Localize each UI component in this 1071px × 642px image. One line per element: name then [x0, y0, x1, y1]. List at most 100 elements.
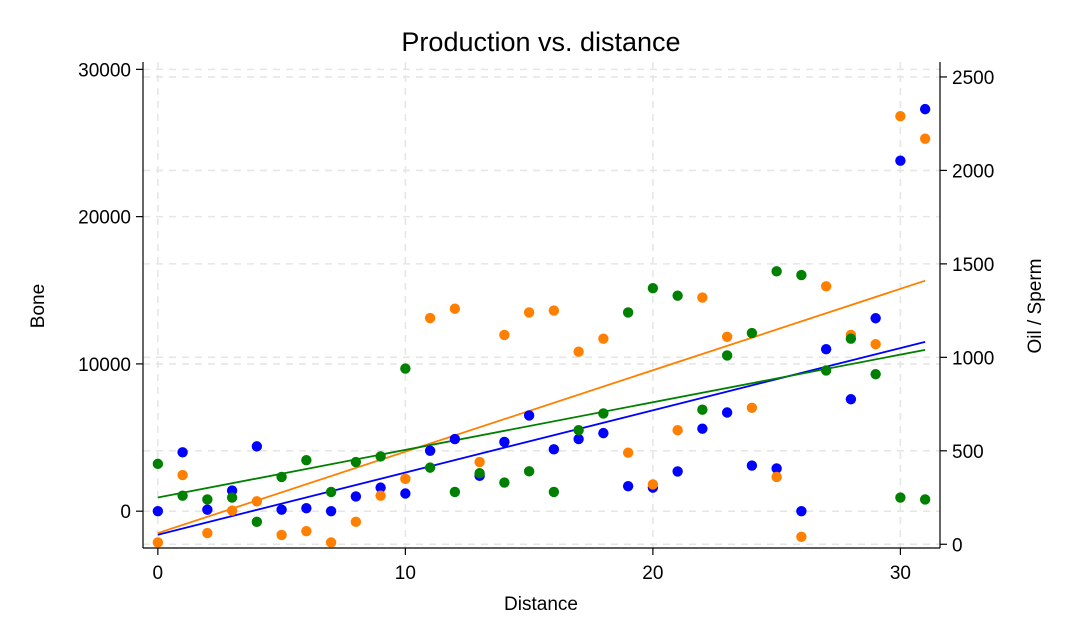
sperm-point-24 — [746, 327, 758, 339]
sperm-point-29 — [870, 368, 881, 380]
sperm-point-17 — [573, 425, 584, 436]
oil-point-17 — [573, 346, 584, 357]
oil-point-21 — [672, 425, 683, 436]
bone-point-25 — [771, 463, 782, 474]
x-axis-label: Distance — [504, 594, 578, 615]
bone-point-7 — [325, 505, 337, 517]
sperm-point-22 — [697, 404, 708, 415]
y-left-tick-label-1: 10000 — [78, 355, 131, 376]
sperm-point-9 — [375, 451, 386, 462]
trendline-layer — [157, 279, 926, 536]
bone-point-16 — [548, 444, 560, 455]
sperm-point-27 — [820, 365, 832, 376]
bone-point-10 — [400, 488, 411, 499]
sperm-point-20 — [647, 282, 659, 294]
sperm-point-31 — [919, 494, 931, 505]
bone-point-18 — [598, 427, 609, 439]
sperm-point-13 — [474, 468, 485, 479]
bone-trendline — [157, 340, 926, 536]
oil-point-29 — [870, 339, 881, 350]
bone-point-4 — [251, 441, 263, 452]
oil-point-31 — [919, 133, 931, 144]
oil-point-13 — [474, 456, 485, 468]
bone-point-6 — [301, 503, 312, 514]
bone-point-22 — [697, 423, 708, 434]
sperm-point-21 — [672, 290, 683, 301]
oil-point-14 — [499, 329, 510, 341]
bone-point-2 — [202, 504, 213, 515]
sperm-point-6 — [301, 454, 312, 466]
sperm-point-19 — [622, 307, 634, 318]
sperm-point-26 — [796, 269, 807, 281]
sperm-point-11 — [424, 462, 436, 473]
y-axis-right-label: Oil / Sperm — [1025, 258, 1046, 353]
sperm-point-10 — [400, 363, 411, 374]
oil-point-3 — [226, 505, 238, 516]
oil-point-4 — [251, 496, 263, 507]
oil-point-6 — [301, 525, 312, 537]
x-tick-label-2: 20 — [642, 563, 663, 584]
oil-point-22 — [697, 292, 708, 303]
y-left-tick-label-3: 30000 — [78, 60, 131, 81]
grid-layer — [143, 62, 940, 548]
bone-point-1 — [177, 447, 188, 458]
sperm-point-3 — [226, 492, 238, 503]
sperm-point-25 — [771, 266, 782, 277]
oil-point-27 — [820, 281, 832, 292]
y-right-tick-label-0: 0 — [952, 535, 963, 556]
sperm-point-7 — [325, 486, 337, 498]
oil-point-5 — [276, 529, 287, 541]
sperm-point-15 — [523, 466, 535, 477]
sperm-point-4 — [251, 516, 263, 528]
oil-point-26 — [796, 531, 807, 542]
points-layer — [152, 103, 931, 548]
sperm-point-23 — [721, 350, 733, 361]
oil-point-8 — [350, 516, 362, 528]
axes-layer: 0 10 20 30 0 10000 20000 30000 0 500 1000 1500 2000 2… — [78, 60, 994, 584]
y-axis-left-label: Bone — [28, 284, 49, 328]
bone-point-15 — [523, 410, 535, 421]
bone-point-31 — [919, 103, 931, 115]
oil-point-30 — [895, 111, 906, 122]
bone-point-21 — [672, 466, 683, 477]
oil-point-11 — [424, 312, 436, 324]
sperm-point-5 — [276, 471, 287, 483]
chart-title: Production vs. distance — [401, 27, 680, 57]
oil-point-2 — [202, 527, 213, 539]
oil-point-25 — [771, 471, 782, 483]
bone-point-30 — [895, 155, 906, 166]
y-left-tick-label-0: 0 — [120, 502, 131, 523]
x-tick-label-1: 10 — [395, 563, 416, 584]
bone-point-29 — [870, 313, 881, 324]
oil-point-18 — [598, 333, 609, 344]
bone-point-19 — [622, 480, 634, 492]
y-right-tick-label-1: 500 — [952, 442, 984, 463]
bone-point-14 — [499, 436, 510, 448]
oil-point-15 — [523, 307, 535, 318]
oil-point-1 — [177, 469, 188, 481]
bone-point-17 — [573, 433, 584, 445]
oil-point-16 — [548, 305, 560, 316]
bone-point-28 — [845, 394, 857, 405]
sperm-point-8 — [350, 456, 362, 468]
sperm-point-2 — [202, 494, 213, 505]
sperm-trendline — [157, 348, 926, 499]
sperm-point-1 — [177, 490, 188, 501]
y-right-tick-label-3: 1500 — [952, 255, 994, 276]
oil-point-12 — [449, 303, 461, 314]
sperm-point-28 — [845, 333, 857, 344]
y-right-tick-label-5: 2500 — [952, 68, 994, 89]
oil-point-23 — [721, 331, 733, 342]
oil-point-19 — [622, 447, 634, 458]
sperm-point-16 — [548, 486, 560, 498]
y-right-tick-label-4: 2000 — [952, 161, 994, 182]
sperm-point-14 — [499, 477, 510, 488]
oil-point-10 — [400, 473, 411, 485]
bone-point-12 — [449, 433, 461, 445]
bone-point-11 — [424, 445, 436, 456]
bone-point-26 — [796, 505, 807, 517]
sperm-point-0 — [152, 458, 164, 470]
y-right-tick-label-2: 1000 — [952, 348, 994, 369]
bone-point-9 — [375, 482, 386, 493]
